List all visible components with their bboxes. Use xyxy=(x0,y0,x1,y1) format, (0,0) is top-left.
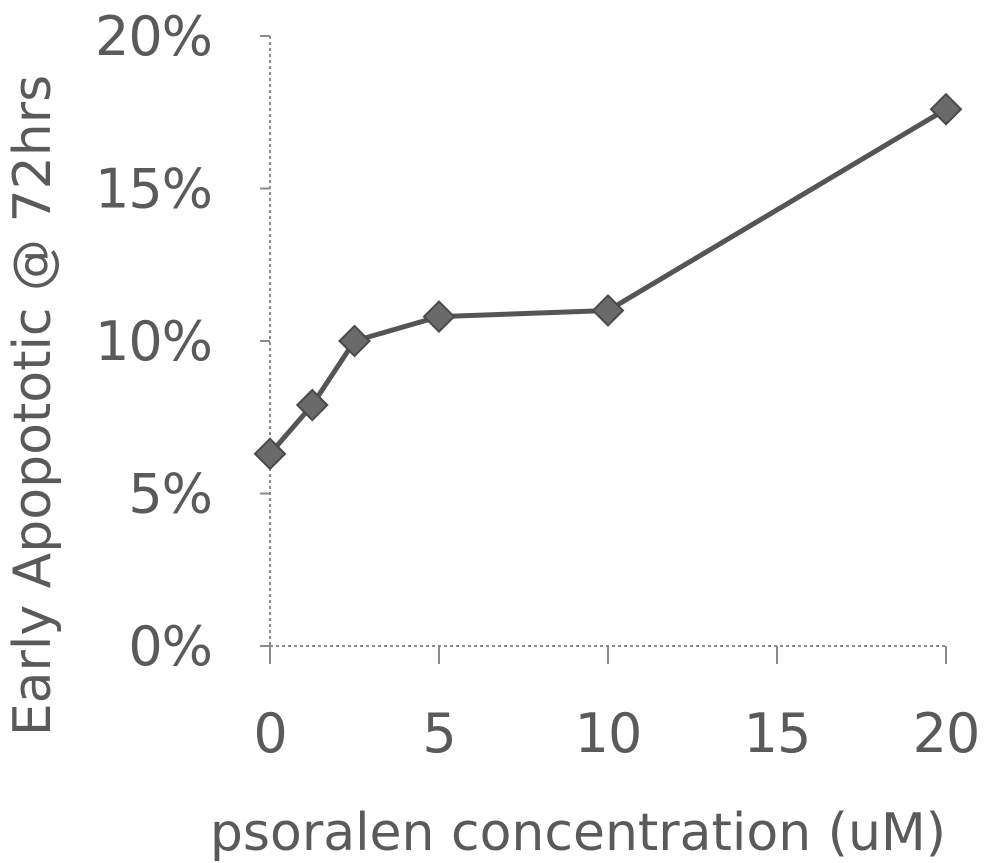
data-point xyxy=(295,388,329,422)
series-line xyxy=(267,106,949,457)
data-point xyxy=(591,294,625,327)
x-tick-label: 20 xyxy=(913,702,980,765)
data-point xyxy=(253,437,287,471)
axis-titles: Early Apopototic @ 72hrs psoralen concen… xyxy=(3,75,946,863)
y-tick-label: 15% xyxy=(95,158,212,221)
y-axis: 0% 5% 10% 15% 20% xyxy=(95,5,271,678)
y-tick-label: 0% xyxy=(128,615,212,678)
series xyxy=(253,92,963,471)
x-tick-label: 0 xyxy=(253,702,286,765)
x-axis-title: psoralen concentration (uM) xyxy=(210,803,946,863)
data-point xyxy=(929,92,963,126)
x-axis: 0 5 10 15 20 xyxy=(253,645,980,765)
x-tick-label: 5 xyxy=(422,702,455,765)
data-point xyxy=(338,324,371,358)
y-tick-label: 20% xyxy=(95,5,212,68)
y-tick-label: 5% xyxy=(128,463,212,526)
data-point xyxy=(422,300,456,334)
y-tick-label: 10% xyxy=(95,310,212,373)
x-tick-label: 10 xyxy=(575,702,642,765)
y-axis-title: Early Apopototic @ 72hrs xyxy=(3,75,63,736)
x-tick-label: 15 xyxy=(744,702,811,765)
